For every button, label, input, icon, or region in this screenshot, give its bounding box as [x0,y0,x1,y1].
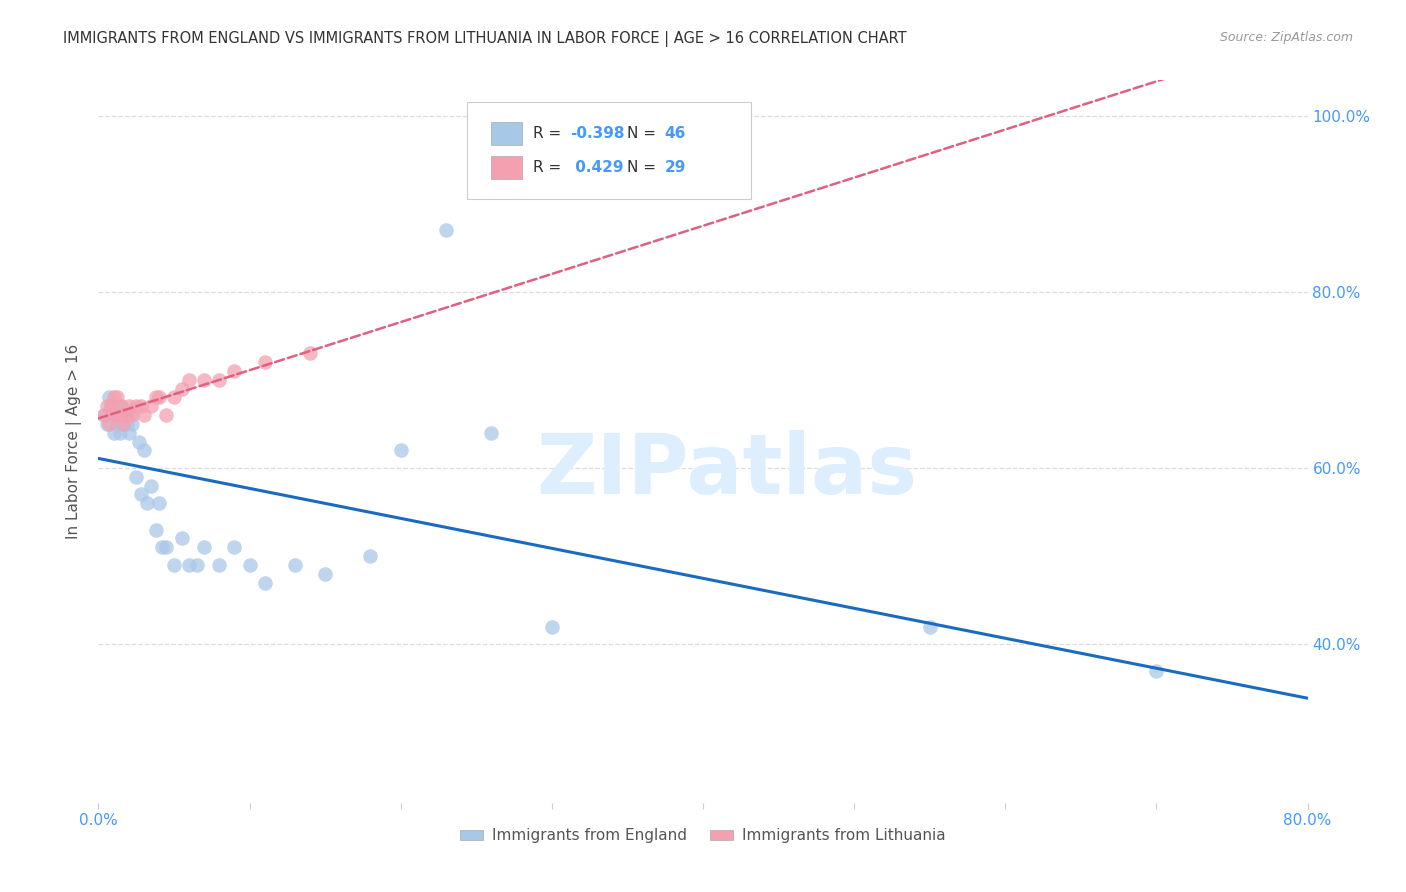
Point [148,496,170,510]
Point [193,541,215,555]
Point [98,417,121,431]
Point [186,558,208,572]
Point [155,408,177,422]
Point [314,566,336,581]
Point [389,443,412,458]
Point [112,408,135,422]
Text: N =: N = [627,127,661,141]
Point [121,408,143,422]
Point [104,399,127,413]
Point [125,399,148,413]
Text: R =: R = [533,161,565,175]
Point [145,523,167,537]
Point [115,417,138,431]
Point [135,496,157,510]
Text: 0.429: 0.429 [569,161,623,175]
Point [105,408,128,422]
Point [148,391,170,405]
Text: R =: R = [533,127,565,141]
Point [224,541,246,555]
Point [120,408,142,422]
Point [918,619,941,633]
Point [118,399,141,413]
Point [129,399,152,413]
Point [1144,664,1167,678]
Point [141,399,163,413]
Text: ZIPatlas: ZIPatlas [537,430,918,511]
Point [98,391,121,405]
Point [179,373,201,387]
Point [540,619,562,633]
Point [93,408,115,422]
Point [100,399,122,413]
Point [114,408,136,422]
Point [105,391,128,405]
Point [128,434,150,449]
Text: Source: ZipAtlas.com: Source: ZipAtlas.com [1219,31,1353,45]
Point [118,425,141,440]
Point [111,417,134,431]
Point [104,408,127,422]
Y-axis label: In Labor Force | Age > 16: In Labor Force | Age > 16 [66,344,83,539]
Point [208,558,231,572]
Point [253,575,276,590]
Text: 29: 29 [664,161,686,175]
Point [125,470,148,484]
Point [170,382,193,396]
FancyBboxPatch shape [467,102,751,200]
Point [132,443,155,458]
Point [150,541,173,555]
Point [145,391,167,405]
Point [253,355,276,369]
Point [193,373,215,387]
Point [103,425,125,440]
Text: IMMIGRANTS FROM ENGLAND VS IMMIGRANTS FROM LITHUANIA IN LABOR FORCE | AGE > 16 C: IMMIGRANTS FROM ENGLAND VS IMMIGRANTS FR… [63,31,907,47]
Text: -0.398: -0.398 [569,127,624,141]
Point [107,417,129,431]
Point [108,425,131,440]
Legend: Immigrants from England, Immigrants from Lithuania: Immigrants from England, Immigrants from… [454,822,952,849]
Point [224,364,246,378]
Point [121,417,143,431]
Point [110,399,132,413]
Point [100,399,122,413]
Point [360,549,382,563]
Point [284,558,307,572]
Point [141,478,163,492]
FancyBboxPatch shape [492,122,522,145]
Point [155,541,177,555]
Point [96,417,118,431]
Point [112,408,135,422]
Point [299,346,322,360]
Point [170,532,193,546]
Point [163,391,186,405]
Point [107,408,129,422]
Point [208,373,231,387]
Point [103,391,125,405]
Point [434,223,457,237]
Point [111,417,134,431]
Point [132,408,155,422]
Point [93,408,115,422]
Point [110,399,132,413]
Point [114,408,136,422]
Point [96,399,118,413]
Point [239,558,262,572]
Point [163,558,186,572]
FancyBboxPatch shape [492,156,522,179]
Text: N =: N = [627,161,661,175]
Point [481,425,503,440]
Point [129,487,152,501]
Point [179,558,201,572]
Point [101,408,124,422]
Text: 46: 46 [664,127,686,141]
